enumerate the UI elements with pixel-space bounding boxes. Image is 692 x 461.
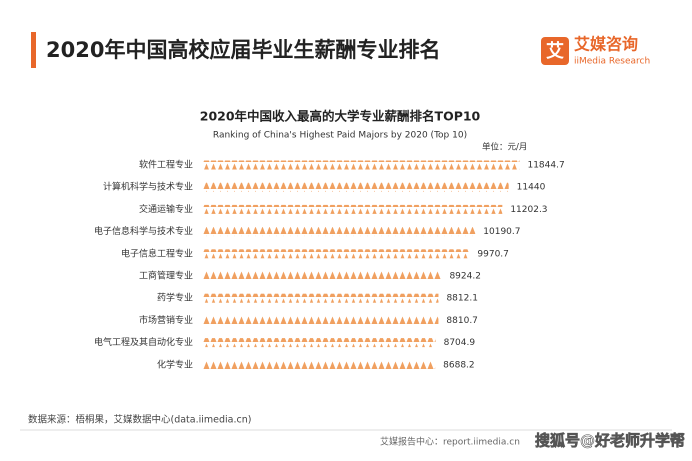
bar xyxy=(203,160,520,170)
bar xyxy=(203,315,439,325)
source: 数据来源：梧桐果，艾媒数据中心(data.iimedia.cn) xyxy=(28,414,251,426)
value-label: 8704.9 xyxy=(444,338,476,348)
value-label: 8810.7 xyxy=(446,316,478,326)
category-label: 计算机科学与技术专业 xyxy=(103,181,193,193)
page-title: 2020年中国高校应届毕业生薪酬专业排名 xyxy=(46,38,440,62)
bar xyxy=(203,227,476,237)
report-link: 艾媒报告中心：report.iimedia.cn xyxy=(380,436,520,448)
watermark: 搜狐号@好老师升学帮 xyxy=(535,432,685,450)
category-label: 软件工程专业 xyxy=(139,159,193,171)
bar xyxy=(203,360,436,370)
bar xyxy=(203,271,442,281)
bar xyxy=(203,249,470,259)
bar xyxy=(203,182,509,192)
category-label: 交通运输专业 xyxy=(139,203,193,215)
category-label: 电子信息工程专业 xyxy=(121,247,193,259)
bar xyxy=(203,338,436,348)
logo-icon xyxy=(541,37,569,65)
category-label: 工商管理专业 xyxy=(139,270,193,282)
value-label: 11844.7 xyxy=(527,161,564,171)
chart-title: 2020年中国收入最高的大学专业薪酬排名TOP10 xyxy=(200,109,481,124)
value-label: 11202.3 xyxy=(510,205,547,215)
value-label: 8924.2 xyxy=(449,272,481,282)
category-label: 电子信息科学与技术专业 xyxy=(94,225,193,237)
chart-subtitle: Ranking of China's Highest Paid Majors b… xyxy=(213,131,467,141)
title-accent xyxy=(31,32,36,68)
value-label: 8812.1 xyxy=(446,294,478,304)
logo-text: 艾媒咨询 xyxy=(574,35,638,54)
plot: 软件工程专业 11844.7 计算机科学与技术专业 11440 交通运输专业 11202.… xyxy=(94,159,565,371)
category-label: 电气工程及其自动化专业 xyxy=(94,336,193,348)
logo-mark: 艾 xyxy=(546,40,564,62)
category-label: 药学专业 xyxy=(157,292,193,304)
bar xyxy=(203,204,503,214)
value-label: 11440 xyxy=(517,183,546,193)
value-label: 8688.2 xyxy=(443,360,475,370)
value-label: 10190.7 xyxy=(483,227,520,237)
bar xyxy=(203,293,439,303)
logo-subtext: iiMedia Research xyxy=(574,57,650,67)
value-label: 9970.7 xyxy=(477,249,509,259)
category-label: 化学专业 xyxy=(157,358,193,370)
category-label: 市场营销专业 xyxy=(139,314,193,326)
unit-label: 单位：元/月 xyxy=(482,142,527,153)
